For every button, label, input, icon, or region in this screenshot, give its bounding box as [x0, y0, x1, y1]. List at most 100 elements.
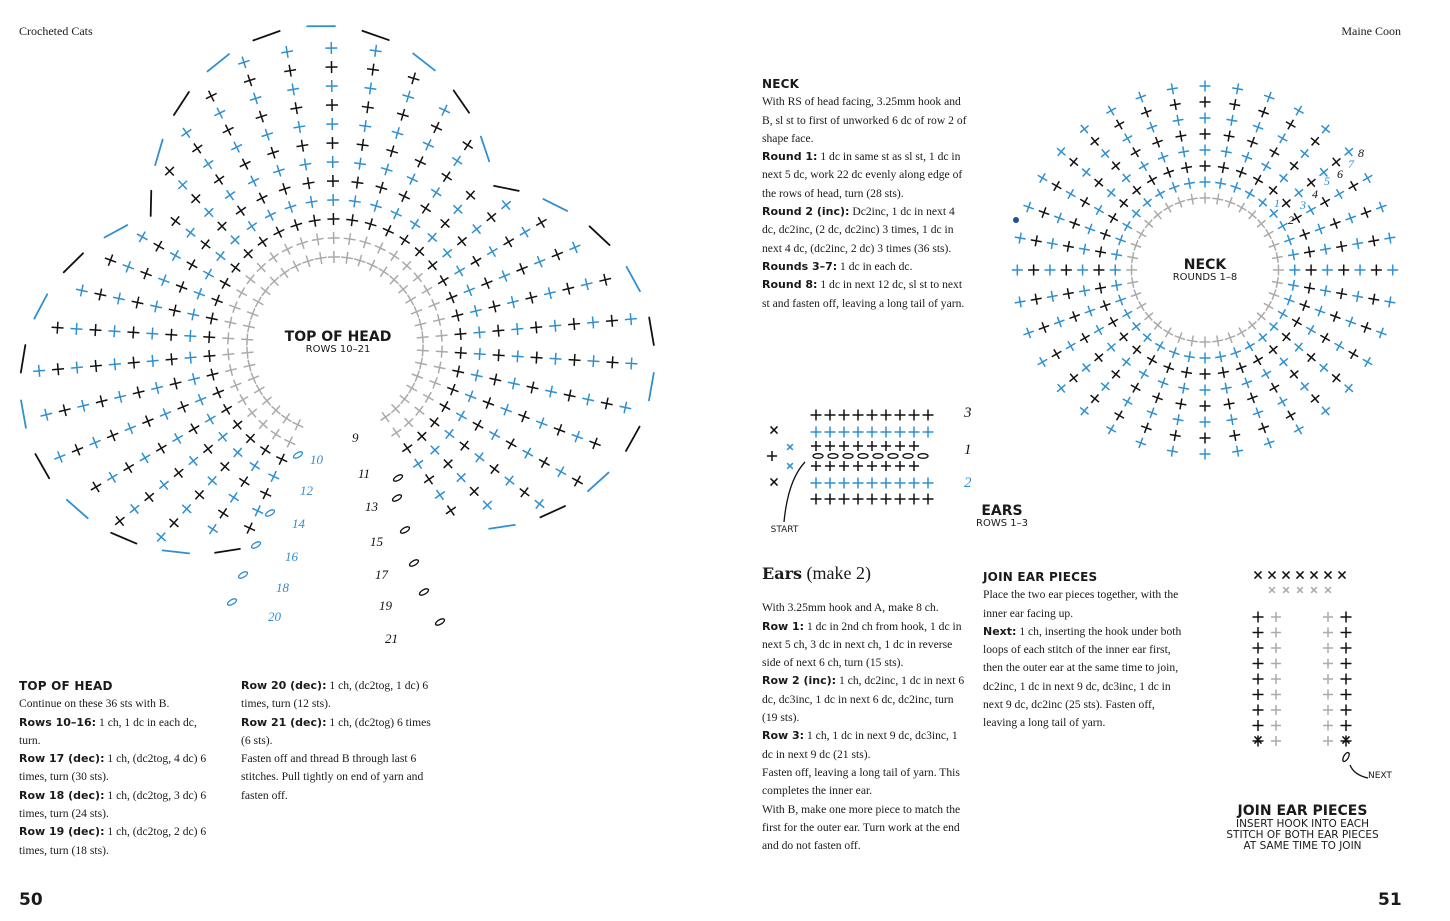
dc-stitch-symbol: [895, 441, 905, 451]
dc-stitch-symbol: [184, 351, 197, 364]
dc-stitch-symbol: [1130, 289, 1142, 301]
instruction-line: Row 19 (dec): 1 ch, (dc2tog, 2 dc) 6 tim…: [19, 823, 219, 860]
dc-stitch-symbol: [511, 350, 524, 363]
dc-stitch-symbol: [1011, 264, 1023, 276]
dc-stitch-symbol: [1093, 204, 1105, 216]
dc-stitch-symbol: [1037, 172, 1048, 184]
dc-stitch-symbol: [1352, 290, 1364, 302]
instruction-line: Place the two ear pieces together, with …: [983, 586, 1188, 623]
step-text: 1 ch, (dc2tog, 1 dc) 6 times, turn (12 s…: [241, 679, 429, 711]
dc-stitch-symbol: [327, 250, 340, 264]
dc-stitch-symbol: [1306, 352, 1316, 363]
dc-stitch-symbol: [326, 118, 339, 131]
dc-stitch-symbol: [1199, 176, 1211, 188]
dc-stitch-symbol: [252, 296, 264, 308]
ears-instructions: Ears (make 2) With 3.25mm hook and A, ma…: [762, 564, 967, 855]
dc-stitch-symbol: [246, 220, 258, 232]
dc-stitch-symbol: [1324, 586, 1332, 594]
dc-stitch-symbol: [222, 124, 234, 136]
dc-stitch-symbol: [281, 45, 294, 58]
dc-stitch-symbol: [366, 63, 380, 76]
dc-stitch-symbol: [1146, 354, 1158, 366]
dc-stitch-symbol: [580, 278, 593, 291]
dc-stitch-symbol: [71, 443, 84, 456]
dc-stitch-symbol: [1272, 264, 1284, 276]
dc-stitch-symbol: [1253, 735, 1263, 745]
instruction-line: Next: 1 ch, inserting the hook under bot…: [983, 623, 1188, 733]
dc-stitch-symbol: [95, 395, 108, 408]
dc-stitch-symbol: [326, 137, 339, 150]
dc-stitch-symbol: [237, 56, 250, 69]
dc-stitch-symbol: [375, 181, 388, 194]
step-label: Round 1:: [762, 150, 818, 164]
dc-stitch-symbol: [407, 72, 420, 85]
dc-stitch-symbol: [325, 42, 338, 55]
dc-stitch-symbol: [292, 419, 304, 431]
dc-stitch-symbol: [1126, 264, 1138, 276]
dc-stitch-symbol: [1051, 348, 1062, 360]
step-label: Rounds 3–7:: [762, 259, 838, 273]
dc-stitch-symbol: [165, 353, 178, 366]
step-label: Round 2 (inc):: [762, 205, 850, 219]
dc-stitch-symbol: [1310, 394, 1320, 404]
dc-stitch-symbol: [1215, 177, 1227, 189]
dc-stitch-symbol: [1285, 410, 1296, 421]
edge-stitch: [103, 224, 129, 239]
dc-stitch-symbol: [1030, 235, 1042, 247]
dc-stitch-symbol: [1014, 232, 1026, 244]
dc-stitch-symbol: [1138, 368, 1149, 380]
dc-stitch-symbol: [786, 462, 794, 470]
dc-stitch-symbol: [462, 139, 474, 151]
dc-stitch-symbol: [414, 246, 425, 257]
dc-stitch-symbol: [1320, 406, 1331, 416]
dc-stitch-symbol: [144, 491, 155, 503]
dc-stitch-symbol: [127, 356, 140, 369]
dc-stitch-symbol: [470, 255, 482, 267]
dc-stitch-symbol: [1368, 235, 1380, 247]
dc-stitch-symbol: [1199, 384, 1211, 396]
dc-stitch-symbol: [1296, 586, 1304, 594]
chain-stitch-symbol: [237, 571, 249, 579]
dc-stitch-symbol: [132, 386, 145, 399]
dc-stitch-symbol: [264, 209, 277, 221]
dc-stitch-symbol: [1154, 341, 1166, 352]
join-chart-label: JOIN EAR PIECES INSERT HOOK INTO EACH ST…: [1210, 804, 1395, 852]
dc-stitch-symbol: [769, 477, 779, 487]
next-label: NEXT: [1368, 771, 1392, 781]
chain-stitch-symbol: [812, 453, 824, 459]
dc-stitch-symbol: [454, 265, 466, 277]
step-text: 1 dc in next 12 dc, sl st to next st and…: [762, 278, 965, 310]
dc-stitch-symbol: [1084, 305, 1096, 317]
dc-stitch-symbol: [1094, 246, 1107, 258]
dc-stitch-symbol: [1215, 351, 1227, 363]
dc-stitch-symbol: [1079, 406, 1090, 416]
dc-stitch-symbol: [1256, 219, 1266, 229]
dc-stitch-symbol: [230, 141, 243, 153]
chain-stitch-symbol: [399, 526, 411, 534]
dc-stitch-symbol: [1314, 305, 1326, 317]
dc-stitch-symbol: [1340, 689, 1352, 700]
dc-stitch-symbol: [895, 461, 905, 471]
dc-stitch-symbol: [346, 214, 359, 227]
dc-stitch-symbol: [1130, 239, 1142, 251]
dc-stitch-symbol: [811, 441, 821, 451]
dc-stitch-symbol: [58, 404, 71, 417]
dc-stitch-symbol: [247, 372, 260, 385]
dc-stitch-symbol: [89, 359, 102, 372]
dc-stitch-symbol: [278, 182, 291, 195]
dc-stitch-symbol: [139, 452, 151, 464]
dc-stitch-symbol: [445, 505, 457, 516]
dc-stitch-symbol: [454, 327, 467, 341]
dc-stitch-symbol: [1212, 193, 1224, 205]
dc-stitch-symbol: [397, 284, 409, 295]
dc-stitch-symbol: [191, 143, 203, 154]
dc-stitch-symbol: [246, 307, 259, 320]
dc-stitch-symbol: [156, 532, 167, 542]
dc-stitch-symbol: [555, 466, 567, 478]
dc-stitch-symbol: [359, 236, 372, 249]
section-heading: NECK: [762, 77, 800, 91]
instruction-line: Continue on these 36 sts with B.: [19, 695, 219, 713]
edge-stitch: [110, 531, 138, 545]
dc-stitch-symbol: [217, 221, 227, 232]
dc-stitch-symbol: [624, 313, 637, 326]
